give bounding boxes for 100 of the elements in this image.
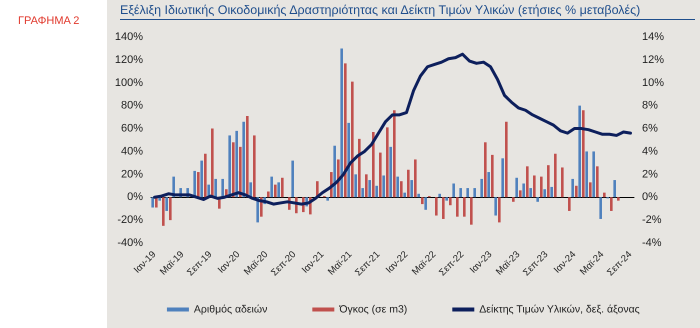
bar bbox=[554, 154, 557, 198]
bar bbox=[515, 178, 518, 198]
legend-label: Αριθμός αδειών bbox=[194, 304, 268, 316]
bar bbox=[197, 172, 200, 198]
bar bbox=[379, 152, 382, 198]
bar bbox=[361, 188, 364, 198]
bar bbox=[540, 176, 543, 198]
bar bbox=[389, 146, 392, 198]
bar bbox=[270, 176, 273, 198]
y-tick-label: -20% bbox=[117, 214, 144, 226]
y2-tick-label: 8% bbox=[642, 100, 658, 112]
bar bbox=[596, 166, 599, 198]
bar bbox=[200, 160, 203, 198]
bar bbox=[351, 82, 354, 198]
bar bbox=[354, 174, 357, 198]
bar bbox=[473, 188, 476, 198]
bar bbox=[232, 142, 235, 198]
bar bbox=[246, 116, 249, 198]
y-tick-label: 140% bbox=[114, 31, 144, 43]
bar bbox=[414, 159, 417, 198]
bar bbox=[585, 151, 588, 198]
bar bbox=[151, 197, 154, 208]
bar bbox=[340, 48, 343, 198]
bar bbox=[582, 110, 585, 198]
bar bbox=[589, 182, 592, 198]
bar bbox=[344, 63, 347, 198]
bar bbox=[165, 197, 168, 211]
bar bbox=[526, 166, 529, 198]
bar bbox=[522, 183, 525, 198]
bar bbox=[498, 197, 501, 222]
y2-tick-label: 4% bbox=[642, 145, 658, 158]
y-tick-label: 100% bbox=[114, 76, 144, 89]
bar bbox=[550, 186, 553, 198]
bar bbox=[529, 188, 532, 198]
y2-tick-label: 2% bbox=[642, 168, 658, 180]
bar bbox=[274, 184, 277, 198]
legend-label: Όγκος (σε m3) bbox=[338, 304, 408, 316]
chart-title: Εξέλιξη Ιδιωτικής Οικοδομικής Δραστηριότητας και Δείκτη Τιμών Υλικών (ετήσιες % μεταβολές) bbox=[120, 3, 695, 20]
bar bbox=[484, 142, 487, 198]
bar bbox=[204, 154, 207, 198]
bar bbox=[214, 178, 217, 198]
bar bbox=[578, 106, 581, 198]
bar bbox=[421, 197, 424, 204]
bar bbox=[239, 146, 242, 198]
bar bbox=[211, 128, 214, 198]
bar bbox=[162, 197, 165, 226]
bar bbox=[368, 180, 371, 198]
bar bbox=[267, 192, 270, 198]
y-tick-label: -40% bbox=[117, 237, 144, 249]
bar bbox=[543, 189, 546, 198]
y2-tick-label: 0% bbox=[642, 191, 658, 204]
y-tick-label: 20% bbox=[120, 168, 144, 180]
bar bbox=[253, 135, 256, 198]
bar bbox=[410, 180, 413, 198]
y-tick-label: 60% bbox=[120, 122, 144, 135]
line-series bbox=[153, 52, 632, 206]
bar bbox=[435, 197, 438, 216]
bar bbox=[382, 175, 385, 198]
y2-tick-label: 12% bbox=[642, 54, 664, 66]
bar bbox=[400, 181, 403, 198]
bar bbox=[281, 178, 284, 198]
bar bbox=[599, 197, 602, 219]
bar bbox=[407, 170, 410, 198]
bar bbox=[494, 197, 497, 216]
bar bbox=[445, 197, 448, 201]
bar bbox=[235, 130, 238, 198]
bar bbox=[561, 167, 564, 198]
bar bbox=[291, 160, 294, 198]
bar bbox=[533, 175, 536, 198]
bar bbox=[326, 197, 329, 201]
bar bbox=[480, 178, 483, 198]
bar bbox=[568, 197, 571, 211]
bar bbox=[365, 174, 368, 198]
bar bbox=[452, 183, 455, 198]
bar bbox=[442, 197, 445, 219]
bar bbox=[519, 190, 522, 198]
legend-label: Δείκτης Τιμών Υλικών, δεξ. άξονας bbox=[479, 304, 640, 316]
bar bbox=[386, 127, 389, 198]
bar bbox=[512, 197, 515, 202]
bar bbox=[463, 197, 466, 217]
bar bbox=[459, 188, 462, 198]
bar bbox=[396, 176, 399, 198]
bar bbox=[491, 154, 494, 198]
bar bbox=[571, 178, 574, 198]
bar bbox=[169, 197, 172, 220]
bar bbox=[403, 192, 406, 198]
bar bbox=[617, 197, 620, 201]
bar bbox=[228, 135, 231, 198]
bar bbox=[449, 197, 452, 206]
bar bbox=[547, 165, 550, 198]
bar bbox=[610, 197, 613, 211]
bar bbox=[456, 197, 459, 217]
text: ΓΡΑΦΗΜΑ 2 bbox=[18, 15, 80, 27]
bar bbox=[470, 197, 473, 225]
y2-tick-label: 14% bbox=[642, 31, 664, 43]
y2-tick-label: -4% bbox=[642, 237, 662, 249]
bar bbox=[277, 182, 280, 198]
bar bbox=[613, 180, 616, 198]
y-tick-label: 40% bbox=[120, 145, 144, 158]
y-tick-label: 120% bbox=[114, 54, 144, 66]
